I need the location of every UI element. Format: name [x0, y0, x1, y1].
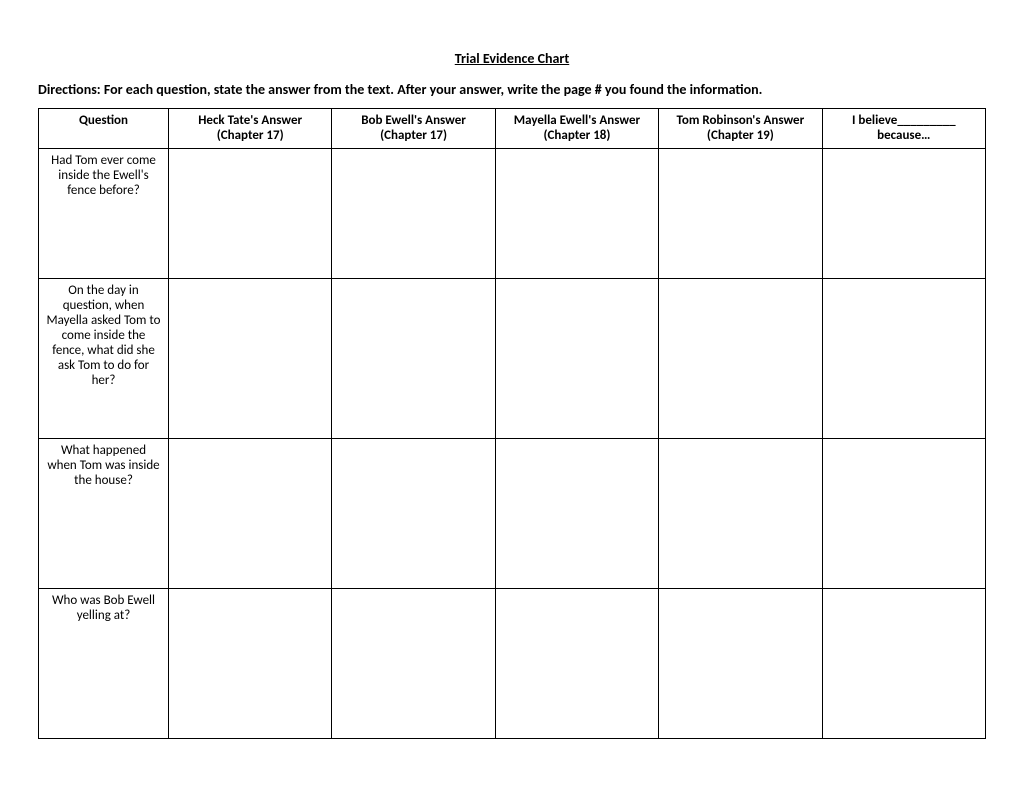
header-label: I believe_________ [852, 113, 956, 128]
answer-cell [659, 589, 822, 739]
answer-cell [169, 589, 332, 739]
column-header-question: Question [39, 109, 169, 149]
answer-cell [332, 589, 495, 739]
header-label: Mayella Ewell's Answer [514, 113, 640, 128]
answer-cell [822, 439, 985, 589]
answer-cell [495, 279, 658, 439]
header-label: Tom Robinson's Answer [677, 113, 805, 128]
answer-cell [495, 439, 658, 589]
header-sublabel: (Chapter 17) [217, 128, 284, 143]
header-label: Bob Ewell's Answer [361, 113, 466, 128]
header-sublabel: (Chapter 17) [380, 128, 447, 143]
table-row: Who was Bob Ewell yelling at? [39, 589, 986, 739]
answer-cell [495, 589, 658, 739]
header-label: Heck Tate's Answer [198, 113, 302, 128]
table-row: On the day in question, when Mayella ask… [39, 279, 986, 439]
answer-cell [822, 589, 985, 739]
column-header-mayella-ewell: Mayella Ewell's Answer (Chapter 18) [495, 109, 658, 149]
answer-cell [822, 279, 985, 439]
table-row: What happened when Tom was inside the ho… [39, 439, 986, 589]
answer-cell [169, 439, 332, 589]
column-header-i-believe: I believe_________ because… [822, 109, 985, 149]
answer-cell [659, 149, 822, 279]
page-title: Trial Evidence Chart [38, 50, 986, 67]
directions-text: Directions: For each question, state the… [38, 81, 986, 98]
answer-cell [169, 279, 332, 439]
answer-cell [659, 279, 822, 439]
column-header-bob-ewell: Bob Ewell's Answer (Chapter 17) [332, 109, 495, 149]
header-sublabel: (Chapter 18) [544, 128, 611, 143]
header-label: Question [79, 113, 128, 128]
column-header-heck-tate: Heck Tate's Answer (Chapter 17) [169, 109, 332, 149]
question-cell: What happened when Tom was inside the ho… [39, 439, 169, 589]
question-cell: Who was Bob Ewell yelling at? [39, 589, 169, 739]
answer-cell [822, 149, 985, 279]
answer-cell [332, 149, 495, 279]
answer-cell [659, 439, 822, 589]
question-cell: On the day in question, when Mayella ask… [39, 279, 169, 439]
answer-cell [332, 439, 495, 589]
table-header-row: Question Heck Tate's Answer (Chapter 17)… [39, 109, 986, 149]
evidence-chart-table: Question Heck Tate's Answer (Chapter 17)… [38, 108, 986, 739]
header-sublabel: (Chapter 19) [707, 128, 774, 143]
header-sublabel: because… [877, 128, 930, 143]
table-row: Had Tom ever come inside the Ewell's fen… [39, 149, 986, 279]
answer-cell [332, 279, 495, 439]
column-header-tom-robinson: Tom Robinson's Answer (Chapter 19) [659, 109, 822, 149]
answer-cell [495, 149, 658, 279]
answer-cell [169, 149, 332, 279]
question-cell: Had Tom ever come inside the Ewell's fen… [39, 149, 169, 279]
